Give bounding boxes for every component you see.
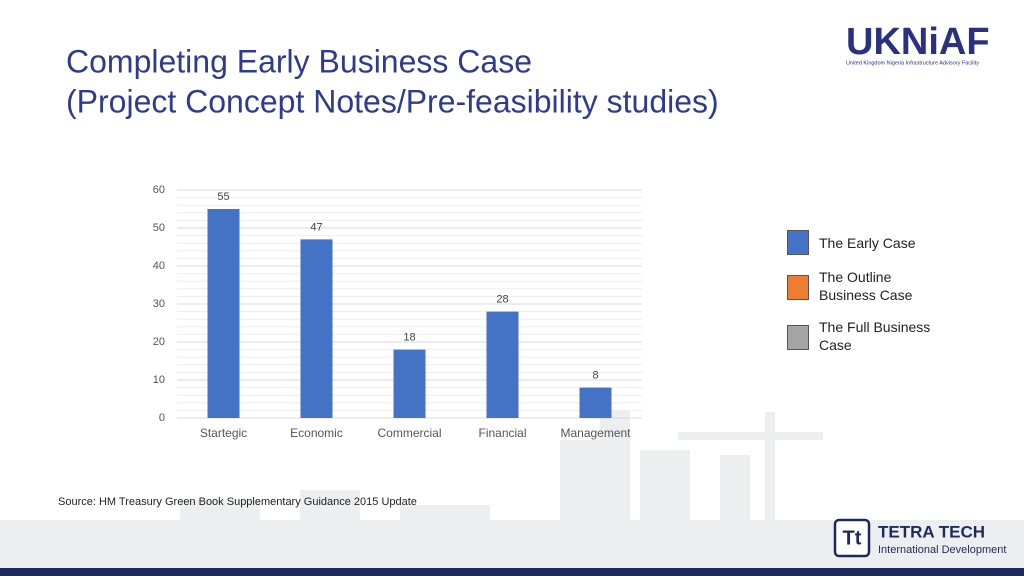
legend-item: The Full Business Case (787, 318, 944, 354)
logo-caption: United Kingdom Nigeria Infrastructure Ad… (846, 60, 979, 66)
legend-swatch (787, 275, 809, 300)
logo-text: UKNiAF (846, 21, 990, 63)
x-tick-label: Management (560, 426, 631, 440)
y-tick-label: 60 (153, 184, 165, 196)
footer-bar (0, 568, 1024, 576)
legend-label: The Full Business Case (819, 319, 931, 353)
value-label: 47 (310, 221, 322, 233)
value-label: 18 (403, 332, 415, 344)
source-note: Source: HM Treasury Green Book Supplemen… (58, 496, 417, 508)
value-label: 55 (217, 191, 229, 203)
y-tick-label: 40 (153, 260, 165, 272)
value-label: 28 (496, 294, 508, 306)
x-tick-label: Startegic (200, 426, 247, 440)
y-tick-label: 10 (153, 374, 165, 386)
logo-caption: International Development (878, 544, 1006, 556)
legend-item: The Outline Business Case (787, 268, 944, 304)
value-label: 8 (592, 370, 598, 382)
x-tick-label: Economic (290, 426, 343, 440)
logo-mark: Tt (843, 527, 862, 549)
y-tick-label: 30 (153, 298, 165, 310)
y-tick-label: 50 (153, 222, 165, 234)
legend-swatch (787, 325, 809, 350)
y-tick-label: 0 (159, 412, 165, 424)
slide-title: (Project Concept Notes/Pre-feasibility s… (66, 83, 719, 119)
legend-swatch (787, 230, 809, 255)
legend-item: The Early Case (787, 230, 944, 255)
legend-label: The Early Case (819, 235, 916, 251)
slide-title: Completing Early Business Case (66, 43, 532, 79)
x-tick-label: Financial (478, 426, 526, 440)
bar (300, 239, 333, 418)
x-tick-label: Commercial (377, 426, 441, 440)
bar (486, 311, 519, 418)
legend-label: The Outline Business Case (819, 269, 913, 303)
bar (207, 209, 240, 418)
logo-text: TETRA TECH (878, 522, 985, 541)
bar (393, 349, 426, 418)
bar (579, 387, 612, 418)
y-tick-label: 20 (153, 336, 165, 348)
logo-box (833, 518, 871, 558)
